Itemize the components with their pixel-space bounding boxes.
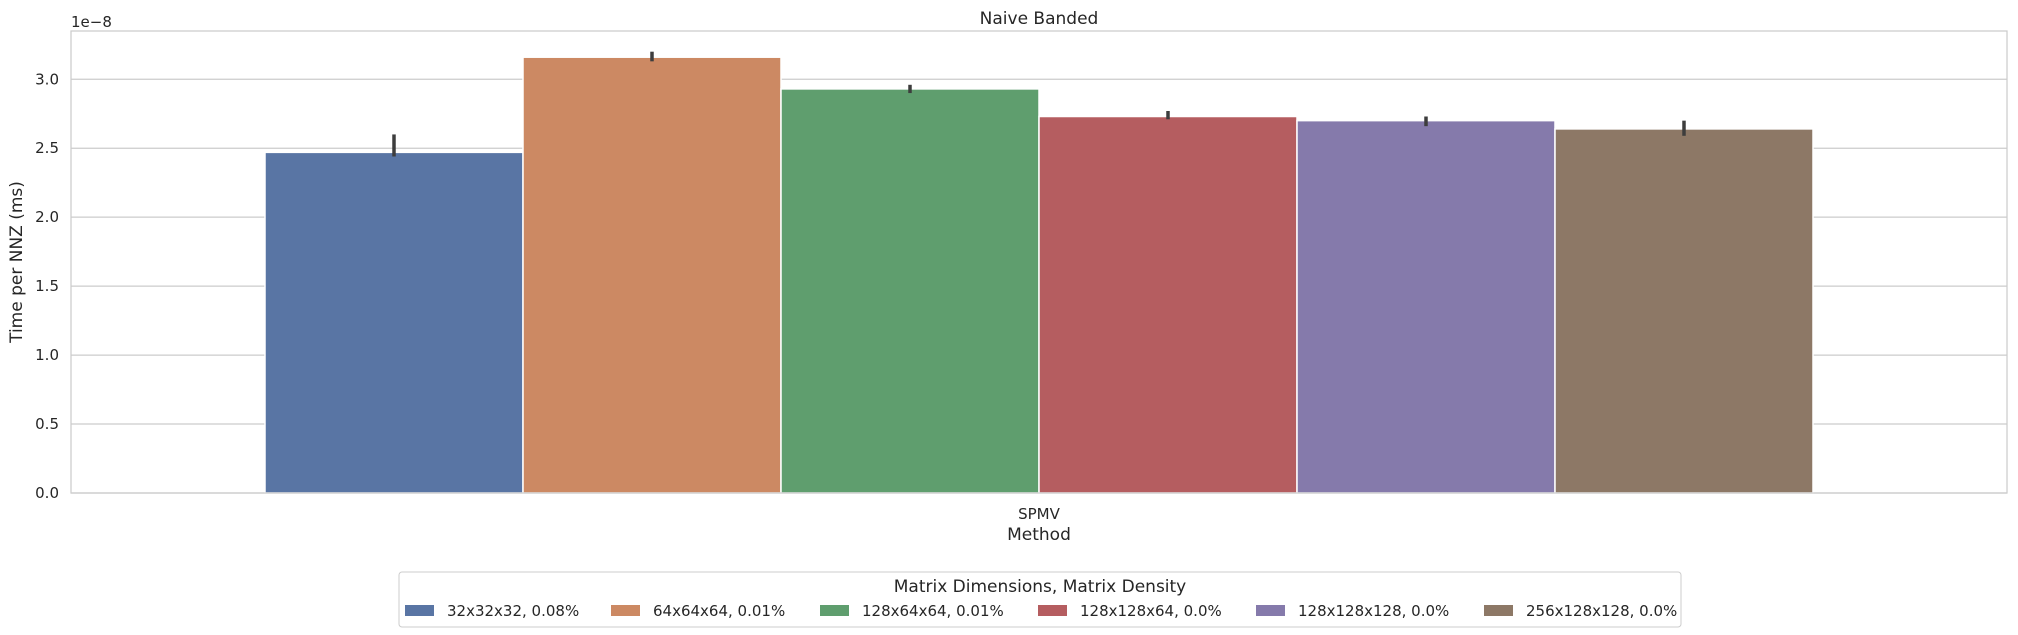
bar-series-1 bbox=[522, 56, 782, 494]
y-tick-label: 1.0 bbox=[35, 346, 59, 364]
y-tick-label: 2.0 bbox=[35, 208, 59, 226]
y-scale-label: 1e−8 bbox=[71, 13, 112, 31]
legend-title: Matrix Dimensions, Matrix Density bbox=[894, 577, 1187, 597]
bar-series-4 bbox=[1296, 119, 1556, 494]
bar-series-5 bbox=[1554, 128, 1814, 494]
y-tick-label: 1.5 bbox=[35, 277, 59, 295]
legend-label-4: 128x128x128, 0.0% bbox=[1298, 602, 1449, 620]
error-bar-group bbox=[392, 51, 1686, 157]
legend-label-2: 128x64x64, 0.01% bbox=[862, 602, 1004, 620]
bar-group bbox=[264, 56, 1814, 494]
legend-swatch-2 bbox=[820, 605, 849, 616]
x-axis-title: Method bbox=[1007, 525, 1071, 545]
y-tick-label: 0.5 bbox=[35, 415, 59, 433]
legend-items: 32x32x32, 0.08% 64x64x64, 0.01% 128x64x64,… bbox=[405, 602, 1677, 620]
bar-series-2 bbox=[780, 88, 1040, 494]
legend-swatch-4 bbox=[1256, 605, 1285, 616]
y-tick-label: 2.5 bbox=[35, 139, 59, 157]
plot-frame bbox=[70, 30, 2008, 494]
legend-label-5: 256x128x128, 0.0% bbox=[1526, 602, 1677, 620]
chart-title: Naive Banded bbox=[980, 9, 1099, 29]
legend-label-1: 64x64x64, 0.01% bbox=[653, 602, 785, 620]
legend-swatch-5 bbox=[1484, 605, 1513, 616]
x-tick-label-spmv: SPMV bbox=[1018, 505, 1061, 523]
y-axis-title: Time per NNZ (ms) bbox=[7, 181, 27, 344]
legend-swatch-3 bbox=[1038, 605, 1067, 616]
bar-series-0 bbox=[264, 151, 524, 494]
y-tick-label: 0.0 bbox=[35, 484, 59, 502]
legend-swatch-0 bbox=[405, 605, 434, 616]
bar-series-3 bbox=[1038, 115, 1298, 494]
y-tick-labels: 0.0 0.5 1.0 1.5 2.0 2.5 3.0 bbox=[35, 70, 59, 502]
y-tick-label: 3.0 bbox=[35, 70, 59, 88]
legend-frame bbox=[398, 571, 1682, 628]
legend-label-3: 128x128x64, 0.0% bbox=[1080, 602, 1222, 620]
legend: Matrix Dimensions, Matrix Density 32x32x… bbox=[398, 571, 1682, 628]
legend-label-0: 32x32x32, 0.08% bbox=[447, 602, 579, 620]
legend-swatch-1 bbox=[611, 605, 640, 616]
